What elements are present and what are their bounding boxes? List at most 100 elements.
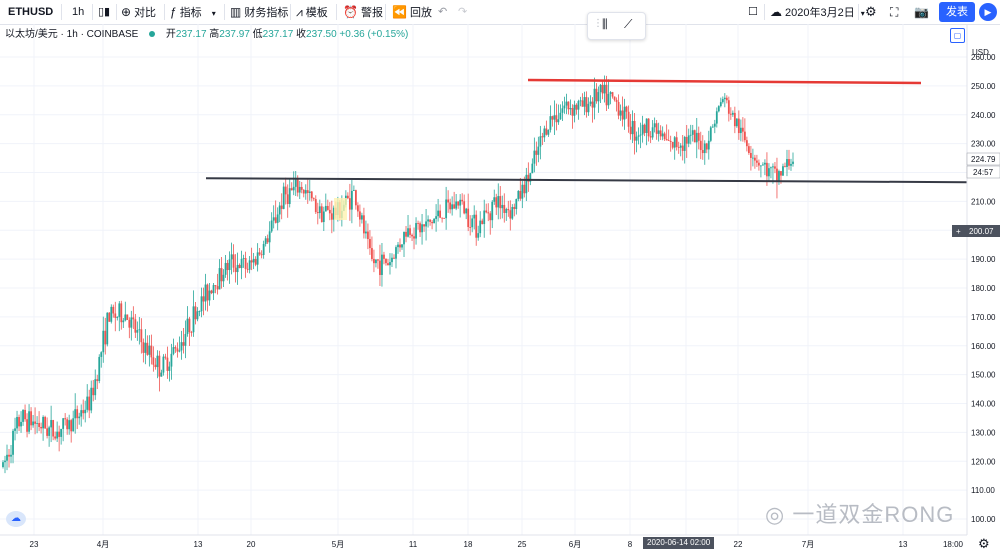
candle-body (459, 199, 462, 206)
trendline-icon[interactable]: ⟋ (624, 17, 633, 31)
time-tick-label: 13 (194, 540, 203, 549)
candle-body (16, 417, 18, 429)
candle-body (477, 233, 480, 238)
gear-icon[interactable]: ⚙ (865, 4, 877, 19)
legend-symbol-name[interactable]: 以太坊/美元 · 1h · COINBASE (5, 29, 139, 40)
cloud-icon: ☁ (770, 5, 782, 19)
candle-body (711, 126, 714, 128)
candle-body (697, 132, 700, 141)
candle-body (733, 112, 736, 127)
candle-body (497, 196, 500, 208)
candle-body (481, 220, 484, 225)
candle-body (407, 228, 409, 237)
crosshair-plus-icon[interactable]: + (956, 227, 961, 236)
candle-body (555, 115, 558, 123)
candle-body (587, 103, 590, 113)
candle-body (284, 186, 287, 195)
replay-button[interactable]: ⏪ 回放 (392, 0, 432, 24)
divider (290, 4, 291, 20)
price-tick-label: 120.00 (971, 457, 996, 466)
indicators-button[interactable]: ƒ 指标 ▾ (170, 0, 216, 24)
settings-gear-icon[interactable]: ⚙ (978, 536, 990, 551)
scale-lock-icon[interactable]: ▢ (950, 28, 965, 43)
candle-body (713, 123, 716, 127)
floating-drawing-toolbar: ⋮ ⫼ ⟋ (587, 12, 646, 40)
candle-body (401, 244, 403, 248)
candle-body (735, 118, 738, 127)
price-axis[interactable]: 260.00250.00240.00230.00220.00210.00200.… (971, 53, 996, 524)
candle-body (278, 205, 281, 215)
candle-body (114, 313, 117, 318)
currency-label[interactable]: USD (972, 48, 989, 57)
candle-body (717, 106, 720, 112)
candle-body (76, 409, 79, 419)
candle-body (685, 136, 688, 144)
bars-pattern-icon[interactable]: ⫼ (602, 17, 608, 31)
candle-body (246, 268, 249, 270)
redo-icon[interactable]: ↷ (458, 6, 468, 18)
financials-label: 财务指标 (244, 7, 289, 19)
candle-body (234, 267, 237, 273)
plus-circle-icon: ⊕ (121, 5, 132, 19)
candle-body (403, 231, 405, 245)
candle-body (770, 167, 772, 169)
candle-body (551, 116, 554, 120)
last-price-text: 224.79 (971, 155, 996, 164)
candle-body (547, 129, 550, 135)
templates-button[interactable]: ⩘ 模板 (296, 0, 328, 24)
drag-handle-icon[interactable]: ⋮ (593, 18, 603, 29)
candle-body (593, 88, 596, 108)
candle-body (471, 218, 474, 228)
play-icon[interactable]: ▶ (979, 3, 997, 21)
publish-button[interactable]: 发表 (939, 2, 975, 22)
date-picker[interactable]: ☁ 2020年3月2日 ▾ (770, 0, 865, 24)
candle-body (723, 97, 726, 100)
compare-label: 对比 (134, 7, 157, 19)
camera-icon[interactable]: 📷 (914, 5, 929, 19)
candle-body (304, 190, 307, 194)
candle-body (565, 101, 568, 106)
change-value: +0.36 (+0.15%) (339, 29, 409, 40)
candle-body (54, 436, 57, 439)
candle-body (776, 168, 778, 182)
candle-body (611, 92, 614, 97)
financials-button[interactable]: ▥ 财务指标 (230, 0, 288, 24)
candle-body (36, 423, 38, 424)
time-tick-label: 22 (734, 540, 743, 549)
compare-button[interactable]: ⊕ 对比 (121, 0, 156, 24)
alarm-clock-icon: ⏰ (343, 5, 358, 19)
candle-body (286, 194, 289, 204)
candle-body (655, 123, 658, 134)
candle-body (365, 231, 367, 234)
price-tick-label: 250.00 (971, 82, 996, 91)
candle-body (190, 332, 193, 334)
candle-body (298, 186, 301, 193)
divider (164, 4, 165, 20)
symbol-search[interactable]: ETHUSD (8, 6, 54, 18)
candle-body (527, 174, 530, 182)
candle-body (332, 207, 335, 220)
candle-body (647, 118, 650, 137)
layout-square-icon[interactable]: ☐ (748, 6, 758, 18)
candle-body (24, 409, 26, 420)
time-tick-label: 4月 (97, 540, 109, 549)
fullscreen-icon[interactable]: ⛶ (890, 5, 899, 19)
watermark-text: 一道双金RONG (792, 502, 955, 527)
candle-body (194, 306, 197, 320)
alert-button[interactable]: ⏰ 警报 (343, 0, 383, 24)
candle-body (453, 204, 456, 209)
candle-body (300, 186, 303, 190)
cloud-logo-icon[interactable]: ☁ (6, 511, 26, 527)
candle-body (367, 231, 369, 240)
interval-button[interactable]: 1h (72, 6, 85, 18)
candles-icon[interactable]: ▯▮ (98, 6, 111, 18)
time-tick-label: 6月 (569, 540, 581, 549)
candle-body (220, 268, 223, 282)
time-axis[interactable]: 234月13205月1118256月815227月1318:00 (30, 540, 964, 549)
candle-body (104, 330, 107, 345)
candle-body (745, 140, 748, 147)
undo-icon[interactable]: ↶ (438, 6, 448, 18)
support-trendline[interactable] (205, 177, 968, 184)
resistance-trendline[interactable] (527, 78, 922, 85)
